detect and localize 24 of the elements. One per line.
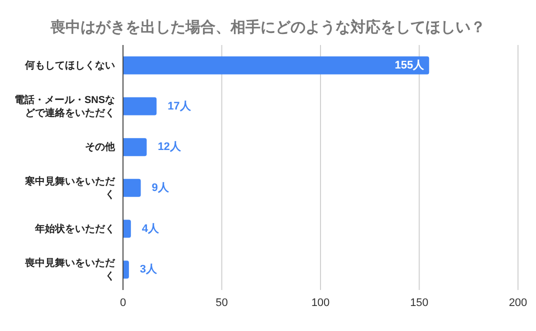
bar: [123, 178, 141, 197]
x-tick-label: 100: [311, 296, 330, 309]
x-tick-label: 0: [120, 296, 126, 309]
chart-title: 喪中はがきを出した場合、相手にどのような対応をしてほしい？: [50, 18, 486, 37]
data-label: 4人: [142, 222, 160, 235]
y-tick-label: その他: [85, 140, 116, 153]
bar: [123, 220, 131, 238]
data-label: 17人: [168, 100, 192, 112]
y-tick-label: 年始状をいただく: [34, 222, 115, 234]
data-label: 3人: [140, 264, 158, 276]
bar: [123, 56, 430, 74]
bar: [123, 97, 157, 116]
data-label: 9人: [152, 182, 170, 194]
x-tick-label: 150: [410, 296, 428, 309]
y-tick-label: 電話・メール・SNSなどで連絡をいただく: [14, 93, 115, 118]
y-tick-label: 寒中見舞いをいただく: [24, 174, 116, 200]
data-label: 155人: [394, 59, 426, 72]
y-tick-label: 何もしてほしくない: [24, 58, 115, 71]
data-label: 12人: [158, 141, 182, 154]
x-tick-label: 200: [508, 296, 528, 309]
x-tick-label: 50: [216, 296, 228, 309]
bar: [123, 138, 147, 156]
bar: [123, 260, 129, 279]
y-tick-label: 喪中見舞いをいただく: [24, 256, 116, 282]
